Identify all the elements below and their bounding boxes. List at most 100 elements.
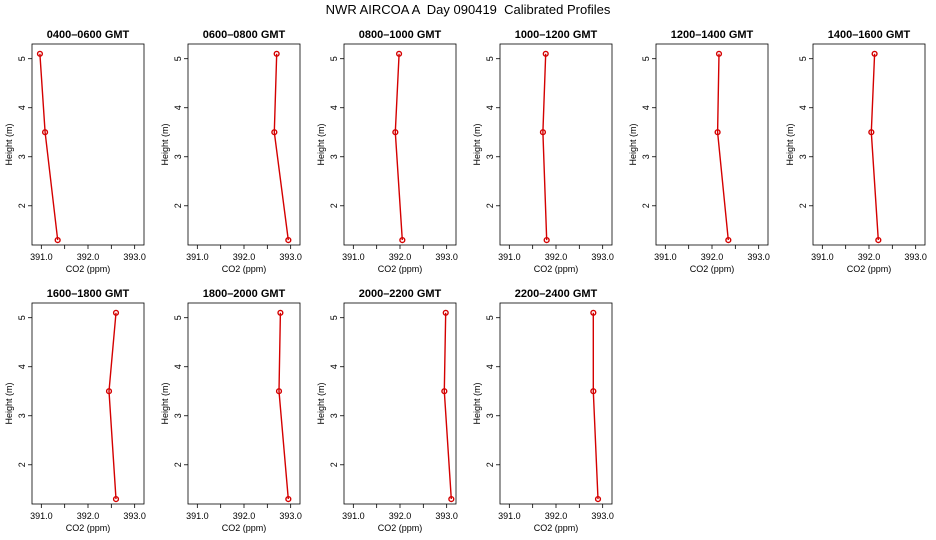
profile-line (443, 312, 452, 500)
panel-5: 1200–1400 GMT 391.0 392.0 393.0 2 3 4 5 CO2 (ppm… (628, 29, 770, 274)
x-tick-label: 393.0 (279, 252, 302, 262)
y-axis-label: Height (m) (785, 123, 795, 165)
x-tick-label: 393.0 (435, 252, 458, 262)
x-tick-label: 393.0 (123, 252, 146, 262)
data-point (112, 309, 120, 316)
profile-line (542, 53, 548, 241)
x-tick-label: 393.0 (904, 252, 927, 262)
x-axis-label: CO2 (ppm) (378, 523, 423, 533)
panel-9: 2000–2200 GMT 391.0 392.0 393.0 2 3 4 5 CO2 (ppm… (316, 288, 458, 533)
y-tick-label: 4 (17, 105, 27, 110)
x-tick-label: 392.0 (701, 252, 724, 262)
y-tick-label: 2 (485, 462, 495, 467)
profile-line (273, 53, 289, 241)
data-point (395, 50, 403, 57)
data-point (590, 388, 597, 395)
y-tick-label: 3 (17, 154, 27, 159)
y-tick-label: 2 (641, 203, 651, 208)
y-tick-label: 5 (485, 56, 495, 61)
data-point (277, 309, 284, 316)
y-axis-label: Height (m) (160, 382, 170, 424)
data-point (871, 50, 878, 57)
y-tick-label: 5 (17, 56, 27, 61)
y-tick-label: 4 (17, 364, 27, 369)
x-axis-label: CO2 (ppm) (847, 264, 892, 274)
panel-title: 1400–1600 GMT (828, 29, 911, 41)
y-tick-label: 5 (641, 56, 651, 61)
y-axis-label: Height (m) (4, 123, 14, 165)
plot-frame (343, 302, 457, 505)
x-tick-label: 392.0 (858, 252, 881, 262)
data-point (41, 129, 49, 136)
x-tick-label: 392.0 (545, 252, 568, 262)
panel-2: 0600–0800 GMT 391.0 392.0 393.0 2 3 4 5 CO2 (ppm… (160, 29, 302, 274)
data-point (399, 236, 406, 244)
data-point (285, 236, 292, 244)
x-axis-label: CO2 (ppm) (534, 523, 579, 533)
y-tick-label: 3 (173, 413, 183, 418)
x-tick-label: 392.0 (77, 252, 100, 262)
x-axis-label: CO2 (ppm) (222, 523, 267, 533)
y-axis-label: Height (m) (4, 382, 14, 424)
plot-frame (187, 43, 301, 246)
y-axis-label: Height (m) (472, 123, 482, 165)
panel-1: 0400–0600 GMT 391.0 392.0 393.0 2 3 4 5 CO2 (ppm… (4, 29, 146, 274)
y-tick-label: 3 (329, 413, 339, 418)
y-tick-label: 4 (485, 364, 495, 369)
y-tick-label: 2 (485, 203, 495, 208)
y-tick-label: 3 (641, 154, 651, 159)
x-axis-label: CO2 (ppm) (378, 264, 423, 274)
profile-line (870, 53, 879, 241)
panel-8: 1800–2000 GMT 391.0 392.0 393.0 2 3 4 5 CO2 (ppm… (160, 288, 302, 533)
data-point (273, 50, 280, 57)
data-point (543, 236, 550, 244)
y-tick-label: 5 (329, 56, 339, 61)
y-tick-label: 2 (329, 462, 339, 467)
y-tick-label: 5 (173, 315, 183, 320)
y-tick-label: 3 (485, 413, 495, 418)
data-point (725, 236, 732, 244)
data-point (594, 495, 602, 503)
y-tick-label: 2 (17, 203, 27, 208)
plot-frame (655, 43, 769, 246)
data-point (442, 309, 449, 316)
y-axis-label: Height (m) (472, 382, 482, 424)
panel-10: 2200–2400 GMT 391.0 392.0 393.0 2 3 4 5 CO2 (ppm… (472, 288, 614, 533)
y-tick-label: 5 (329, 315, 339, 320)
y-tick-label: 4 (173, 364, 183, 369)
y-tick-label: 4 (485, 105, 495, 110)
y-tick-label: 5 (798, 56, 808, 61)
profile-line (39, 53, 59, 241)
panel-title: 0400–0600 GMT (47, 29, 130, 41)
data-point (868, 129, 875, 136)
panel-6: 1400–1600 GMT 391.0 392.0 393.0 2 3 4 5 CO2 (ppm… (785, 29, 927, 274)
y-axis-label: Height (m) (628, 123, 638, 165)
y-tick-label: 3 (798, 154, 808, 159)
data-point (539, 129, 547, 136)
x-tick-label: 393.0 (435, 511, 458, 521)
data-point (105, 388, 113, 395)
panel-title: 0800–1000 GMT (359, 29, 442, 41)
plot-frame (812, 43, 926, 246)
x-tick-label: 393.0 (279, 511, 302, 521)
y-tick-label: 3 (485, 154, 495, 159)
y-tick-label: 2 (17, 462, 27, 467)
y-tick-label: 4 (641, 105, 651, 110)
x-tick-label: 392.0 (233, 252, 256, 262)
x-tick-label: 391.0 (186, 511, 209, 521)
x-tick-label: 393.0 (591, 511, 614, 521)
data-point (112, 495, 120, 503)
profile-line (716, 53, 729, 241)
y-tick-label: 5 (485, 315, 495, 320)
y-tick-label: 5 (173, 56, 183, 61)
panel-title: 2000–2200 GMT (359, 288, 442, 300)
x-axis-label: CO2 (ppm) (222, 264, 267, 274)
panel-title: 1200–1400 GMT (671, 29, 754, 41)
y-tick-label: 3 (329, 154, 339, 159)
plot-frame (499, 43, 613, 246)
profile-line (394, 53, 403, 241)
x-tick-label: 392.0 (389, 252, 412, 262)
data-point (875, 236, 882, 244)
data-point (285, 495, 292, 503)
plot-frame (31, 302, 145, 505)
